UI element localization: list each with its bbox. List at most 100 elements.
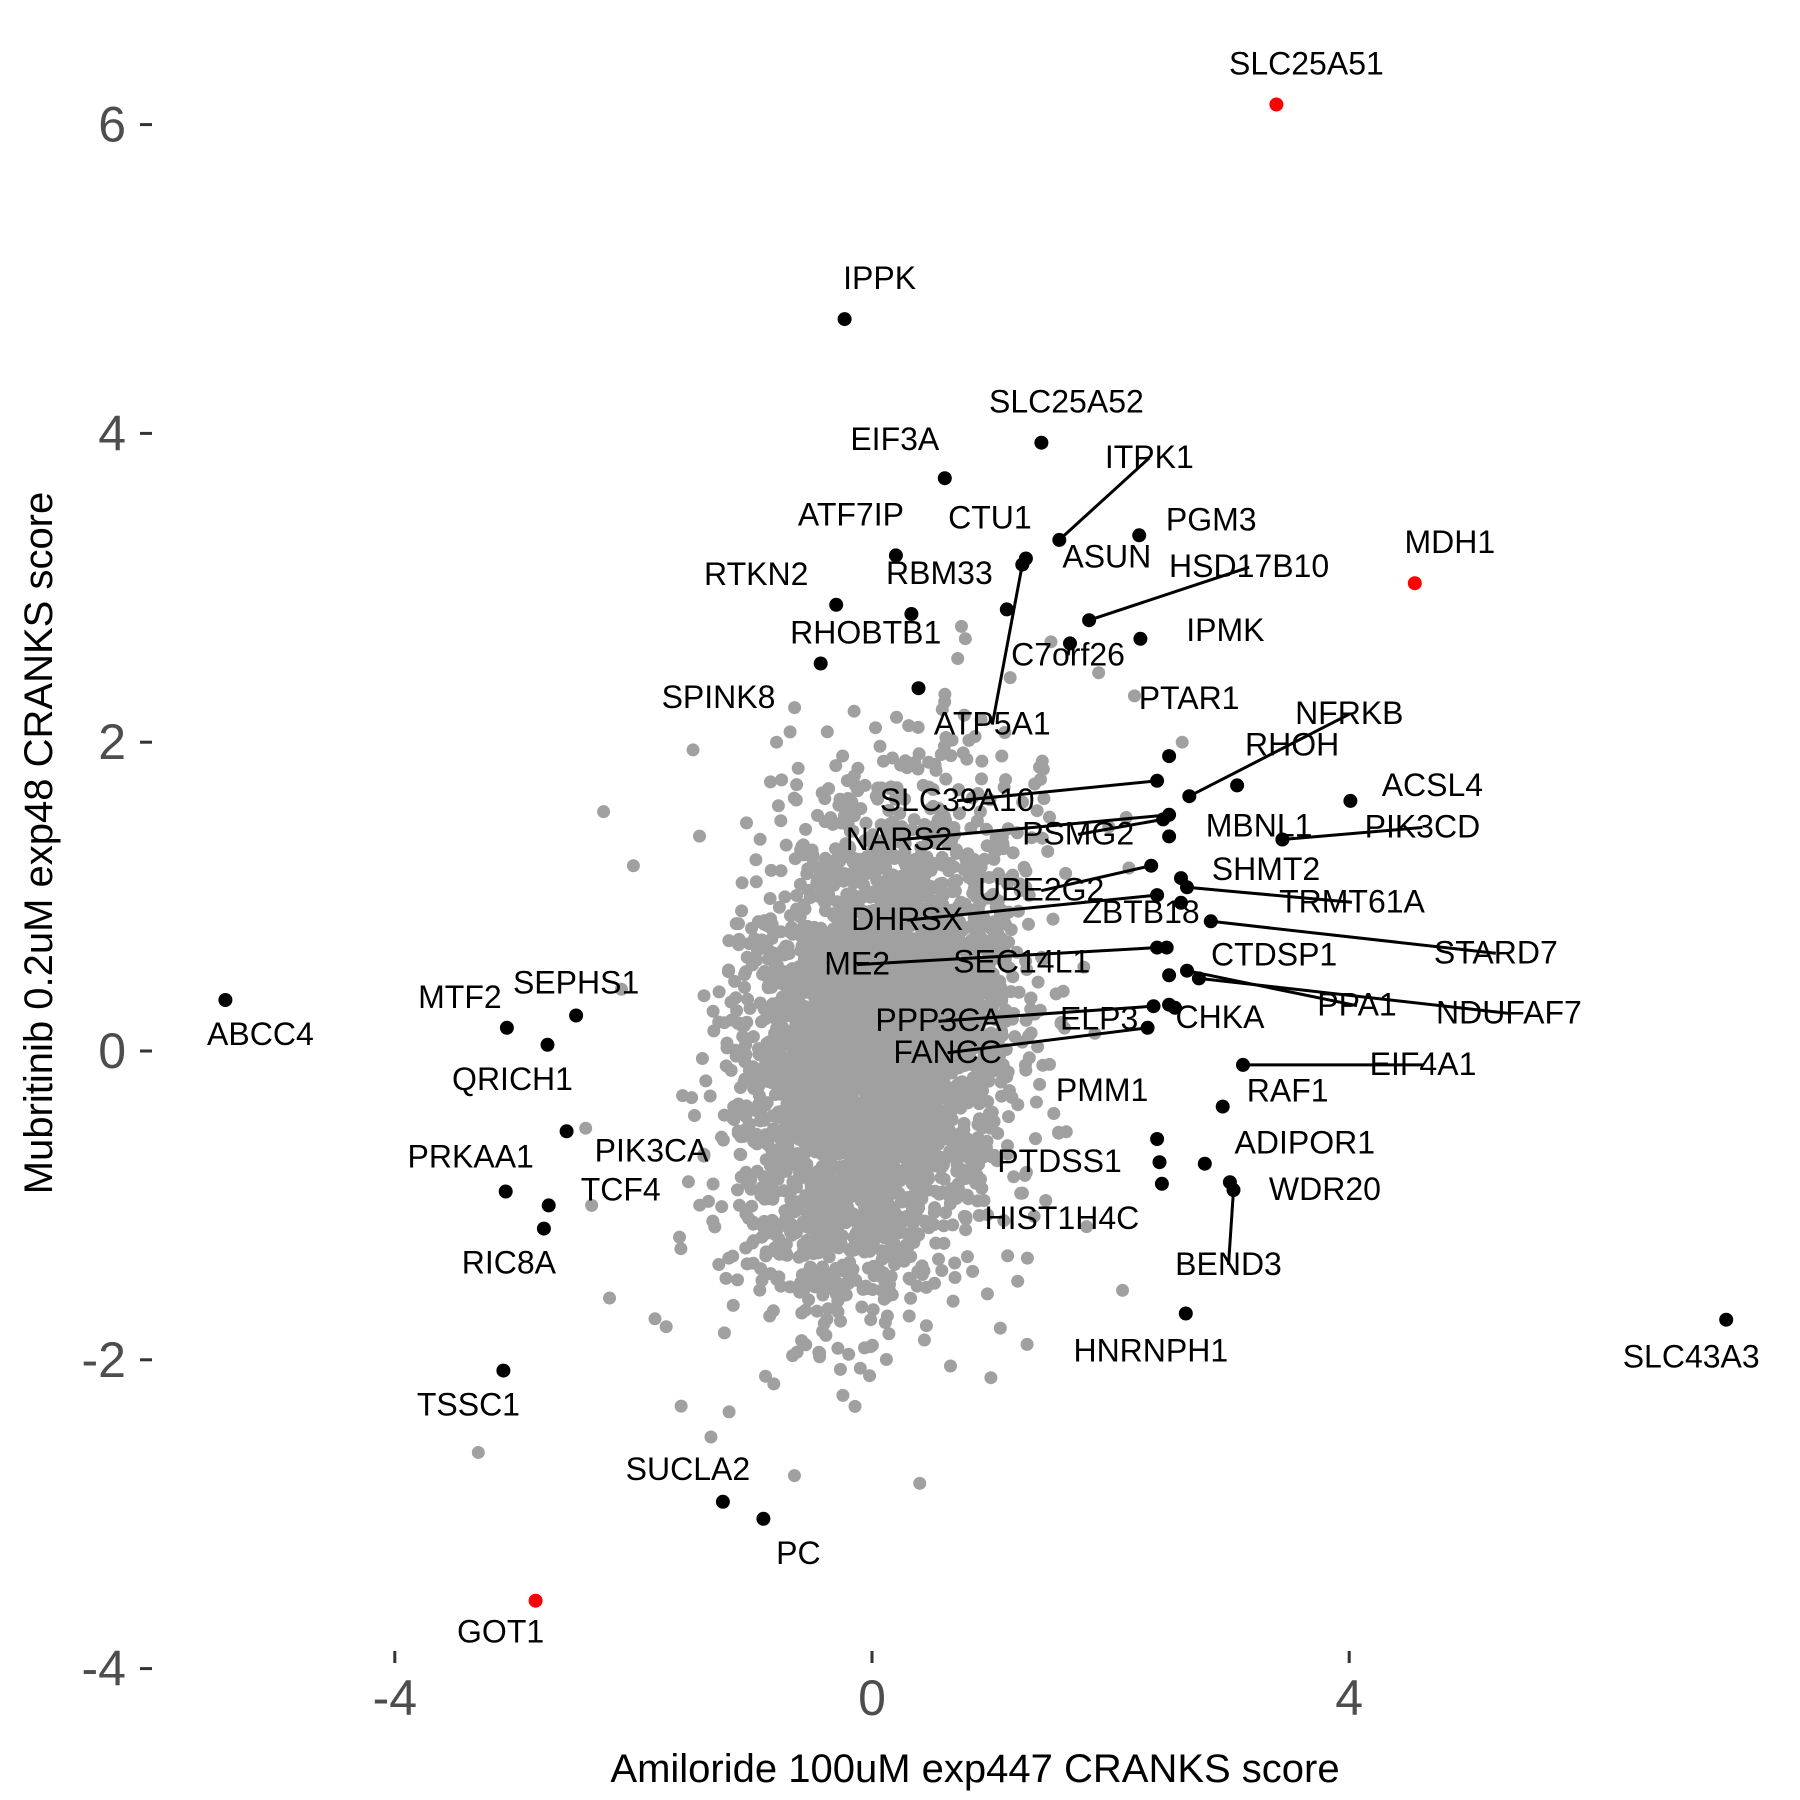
- highlighted-point-hnrnph1: [1178, 1306, 1193, 1321]
- background-point: [945, 885, 959, 899]
- background-point: [743, 1001, 757, 1015]
- background-point: [778, 988, 792, 1002]
- background-point: [732, 1105, 746, 1119]
- background-point: [763, 892, 777, 905]
- background-point: [755, 1273, 769, 1287]
- highlighted-point-hist1h4c: [1154, 1176, 1169, 1191]
- gene-label-got1: GOT1: [457, 1614, 544, 1650]
- background-point: [868, 986, 882, 1000]
- highlighted-point-abcc4: [218, 993, 233, 1007]
- background-point: [699, 1074, 713, 1088]
- background-point: [879, 1353, 893, 1366]
- gene-label-dhrsx: DHRSX: [851, 901, 963, 937]
- background-point: [755, 1045, 769, 1059]
- background-point: [840, 1171, 854, 1185]
- background-point: [717, 1326, 731, 1340]
- gene-label-shmt2: SHMT2: [1212, 851, 1320, 887]
- gene-label-pmm1: PMM1: [1056, 1072, 1148, 1108]
- background-point: [780, 1035, 794, 1049]
- background-point: [1022, 917, 1035, 931]
- background-point: [959, 1212, 973, 1226]
- background-point: [791, 761, 805, 775]
- background-point: [896, 1195, 910, 1209]
- background-point: [939, 772, 953, 786]
- background-point: [799, 822, 813, 836]
- x-tick-label: 0: [858, 1670, 886, 1726]
- highlighted-point-sephs1: [569, 1008, 584, 1023]
- y-tick-label: 4: [98, 405, 126, 461]
- highlighted-point-slc25a52: [1034, 435, 1049, 450]
- background-point: [725, 1013, 739, 1027]
- highlighted-point-ipmk: [1133, 631, 1148, 646]
- background-point: [916, 778, 930, 792]
- gene-label-hist1h4c: HIST1H4C: [985, 1200, 1140, 1236]
- background-point: [836, 749, 850, 763]
- background-point: [927, 1105, 941, 1119]
- background-point: [811, 808, 824, 822]
- background-point: [864, 1313, 878, 1327]
- highlighted-point-rhobtb1: [813, 656, 828, 671]
- background-point: [799, 959, 812, 973]
- highlighted-point-mbnl1: [1162, 829, 1177, 844]
- background-point: [983, 1106, 996, 1120]
- background-point: [835, 1063, 849, 1077]
- gene-label-atf7ip: ATF7IP: [798, 496, 904, 532]
- background-point: [688, 1109, 701, 1122]
- background-point: [749, 875, 763, 889]
- background-point: [853, 1361, 867, 1375]
- background-point: [927, 943, 941, 957]
- gene-label-wdr20: WDR20: [1269, 1171, 1381, 1207]
- background-point: [726, 1249, 740, 1263]
- gene-label-slc25a52: SLC25A52: [989, 384, 1144, 420]
- gene-label-pgm3: PGM3: [1166, 501, 1257, 537]
- background-point: [774, 1011, 788, 1025]
- background-point: [867, 885, 881, 899]
- background-point: [880, 1245, 894, 1259]
- y-tick-label: -4: [82, 1641, 126, 1697]
- background-point: [882, 1327, 896, 1341]
- background-point: [759, 1153, 773, 1167]
- gene-label-slc25a51: SLC25A51: [1229, 46, 1384, 82]
- background-point: [1041, 844, 1055, 858]
- background-point: [927, 1218, 941, 1232]
- gene-label-stard7: STARD7: [1434, 934, 1558, 970]
- background-point: [735, 876, 749, 890]
- background-point: [790, 1174, 804, 1188]
- background-point: [896, 973, 909, 987]
- background-point: [788, 701, 802, 715]
- background-point: [858, 1341, 871, 1355]
- background-point: [821, 1302, 835, 1316]
- background-point: [764, 863, 778, 877]
- gene-label-tssc1: TSSC1: [417, 1387, 520, 1423]
- background-point: [888, 792, 902, 806]
- background-point: [969, 1074, 983, 1088]
- background-point: [853, 1054, 867, 1068]
- background-point: [1077, 960, 1091, 974]
- background-point: [878, 1316, 892, 1329]
- background-point: [733, 1147, 747, 1161]
- background-point: [971, 1090, 985, 1104]
- highlighted-point-pc: [756, 1511, 771, 1526]
- background-point: [836, 1388, 850, 1402]
- gene-label-pik3cd: PIK3CD: [1365, 809, 1481, 845]
- gene-label-slc43a3: SLC43A3: [1623, 1339, 1760, 1375]
- background-point: [795, 1334, 809, 1348]
- background-points: [471, 619, 1189, 1490]
- background-point: [943, 1129, 957, 1143]
- background-point: [695, 1052, 709, 1065]
- background-point: [746, 1060, 760, 1074]
- background-point: [767, 971, 781, 985]
- key-point-mdh1: [1407, 576, 1422, 591]
- background-point: [890, 710, 903, 724]
- gene-label-sec14l1: SEC14L1: [953, 944, 1090, 980]
- gene-label-mtf2: MTF2: [418, 979, 502, 1015]
- background-point: [703, 1089, 717, 1103]
- gene-label-nars2: NARS2: [846, 821, 953, 857]
- background-point: [1036, 1058, 1050, 1072]
- gene-label-tcf4: TCF4: [581, 1171, 661, 1207]
- highlighted-point-spink8: [911, 681, 926, 696]
- highlighted-point-atp5a1: [1015, 557, 1030, 572]
- background-point: [820, 1268, 834, 1282]
- y-tick-label: 6: [98, 97, 126, 153]
- background-point: [835, 981, 849, 995]
